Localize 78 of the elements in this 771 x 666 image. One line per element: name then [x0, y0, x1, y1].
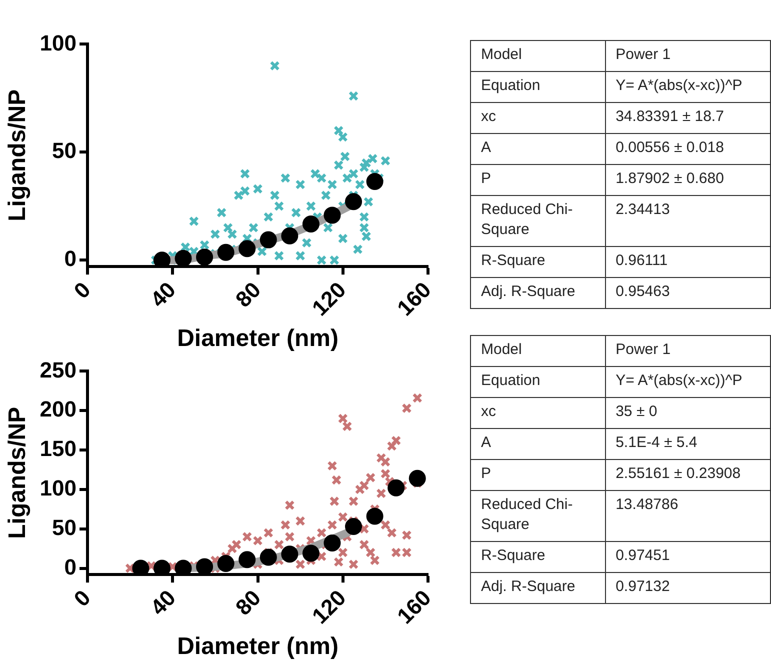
y-axis-title: Ligands/NP	[4, 406, 32, 539]
x-tick-label: 40	[145, 277, 180, 312]
text: 2.34413	[605, 196, 770, 246]
point	[260, 231, 277, 248]
text: Adj. R-Square	[470, 572, 606, 604]
text: 0.95463	[605, 278, 770, 308]
x-tick-label: 80	[230, 277, 266, 312]
x-axis-title: Diameter (nm)	[177, 325, 338, 352]
text: 34.83391 ± 18.7	[605, 102, 770, 134]
point	[324, 534, 341, 552]
text: Y= A*(abs(x-xc))^P	[605, 366, 770, 398]
point	[388, 479, 405, 496]
x-tick-label: 160	[392, 585, 436, 629]
point	[238, 240, 256, 258]
point	[217, 244, 234, 261]
x-tick-label: 120	[307, 277, 351, 321]
x-tick-label: 160	[392, 277, 436, 321]
point	[302, 544, 320, 562]
y-tick-label: 100	[40, 30, 77, 56]
text: A	[470, 134, 606, 164]
point	[366, 508, 384, 525]
text: Power 1	[605, 336, 770, 366]
point	[281, 546, 298, 563]
y-tick-label: 100	[40, 476, 77, 501]
y-tick-label: 50	[52, 138, 77, 164]
text: A	[470, 428, 606, 460]
text: 1.87902 ± 0.680	[605, 164, 770, 196]
point	[324, 206, 341, 224]
text: 35 ± 0	[605, 398, 770, 428]
text: P	[470, 164, 606, 196]
point	[153, 252, 170, 267]
point	[174, 560, 192, 575]
y-tick-label: 50	[52, 514, 77, 540]
point	[408, 470, 426, 487]
y-tick-label: 250	[40, 357, 77, 382]
text: 0.96111	[605, 246, 770, 278]
text: R-Square	[470, 246, 606, 278]
x-tick-label: 40	[145, 585, 180, 620]
point	[366, 173, 384, 190]
point	[345, 193, 362, 210]
point	[196, 558, 214, 575]
y-tick-label: 150	[40, 436, 77, 462]
point	[238, 551, 256, 568]
y-tick-label: 0	[64, 554, 77, 580]
point	[174, 250, 192, 267]
x-tick-label: 120	[307, 585, 351, 629]
point	[260, 548, 277, 566]
text: Model	[470, 40, 606, 72]
point	[345, 518, 362, 535]
text: 13.48786	[605, 490, 770, 542]
text: 5.1E-4 ± 5.4	[605, 428, 770, 460]
text: Y= A*(abs(x-xc))^P	[605, 72, 770, 102]
point	[217, 555, 234, 572]
text: P	[470, 460, 606, 490]
text: R-Square	[470, 542, 606, 572]
text: Equation	[470, 72, 606, 102]
text: 0.00556 ± 0.018	[605, 134, 770, 164]
text: xc	[470, 102, 606, 134]
text: 0.97132	[605, 572, 770, 604]
y-axis-title: Ligands/NP	[4, 89, 32, 222]
text: Reduced Chi-Square	[470, 196, 606, 246]
text: Equation	[470, 366, 606, 398]
point	[153, 560, 170, 575]
text: Adj. R-Square	[470, 278, 606, 308]
y-tick-label: 0	[64, 246, 77, 272]
y-tick-label: 200	[40, 396, 77, 422]
text: 2.55161 ± 0.23908	[605, 460, 770, 490]
x-tick-label: 80	[230, 585, 266, 620]
text: 0.97451	[605, 542, 770, 572]
text: xc	[470, 398, 606, 428]
text: Model	[470, 336, 606, 366]
point	[281, 227, 298, 244]
text: Power 1	[605, 40, 770, 72]
x-axis-title: Diameter (nm)	[177, 633, 338, 660]
point	[302, 216, 320, 233]
point	[196, 248, 214, 266]
point	[132, 560, 150, 575]
text: Reduced Chi-Square	[470, 490, 606, 542]
